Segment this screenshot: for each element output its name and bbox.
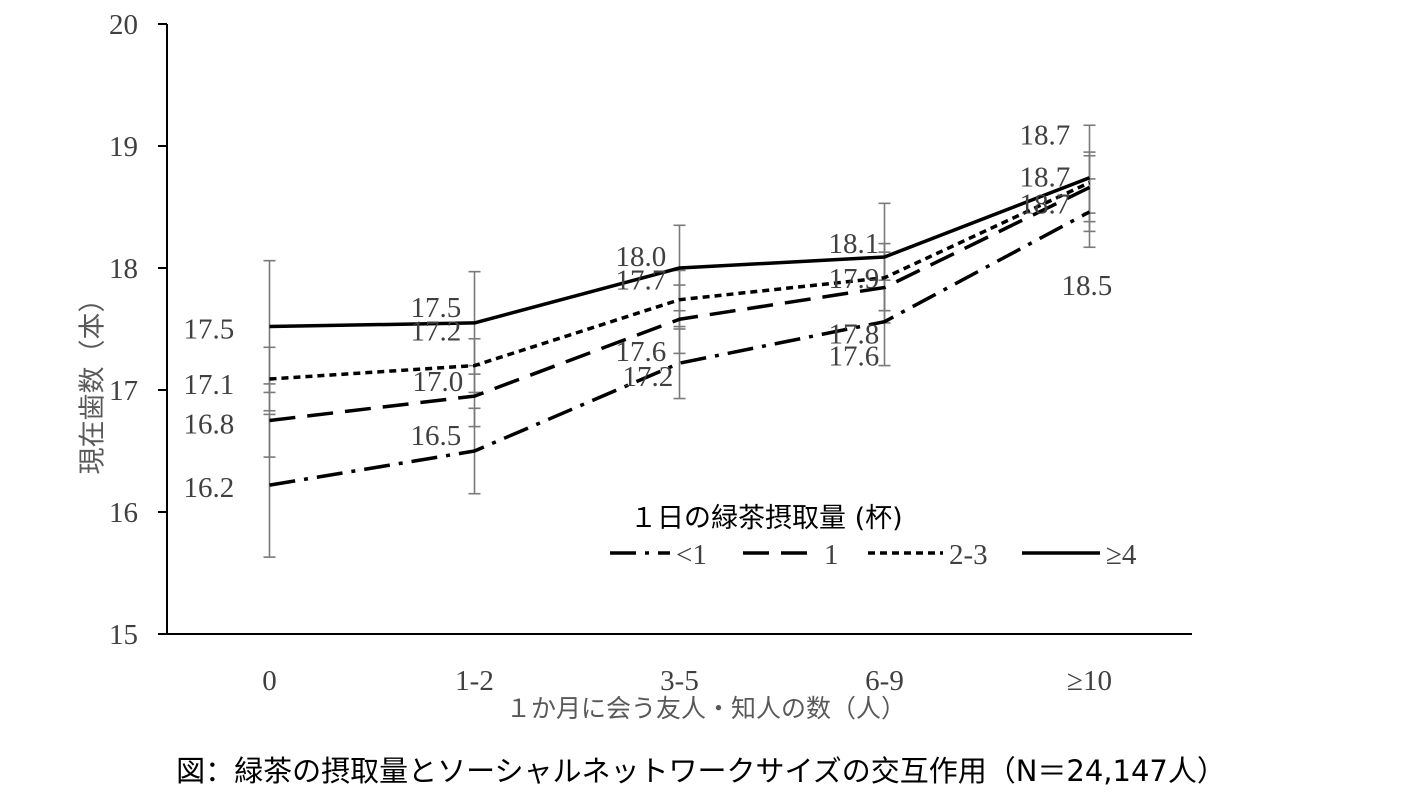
data-label: 17.2	[623, 361, 674, 393]
data-label: 16.8	[184, 409, 235, 441]
legend-entry-label: 1	[824, 539, 839, 571]
data-label: 17.1	[184, 369, 235, 401]
data-label: 17.2	[411, 316, 462, 348]
data-label: 17.8	[829, 319, 880, 351]
data-label: 16.2	[184, 472, 235, 504]
data-label: 18.7	[1020, 120, 1071, 152]
series-line	[269, 185, 1091, 423]
data-label: 18.7	[1020, 162, 1071, 194]
legend: １日の緑茶摂取量 (杯) <1 1 2-3 ≥4	[610, 503, 1137, 571]
data-label: 17.6	[829, 341, 880, 373]
series-line	[269, 176, 1091, 329]
x-axis-label: １か月に会う友人・知人の数（人）	[506, 694, 906, 723]
y-tick-label: 15	[109, 619, 138, 651]
x-tick-label: 1-2	[455, 665, 494, 697]
series-lines	[269, 176, 1091, 487]
x-tick-label: 0	[262, 665, 277, 697]
legend-entry-label: <1	[676, 539, 707, 571]
data-label: 18.0	[616, 241, 667, 273]
data-label: 17.9	[829, 263, 880, 295]
legend-entry-label: ≥4	[1106, 539, 1137, 571]
y-tick-label: 19	[109, 131, 138, 163]
data-label: 17.6	[616, 336, 667, 368]
y-axis-label: 現在歯数（本）	[78, 286, 109, 475]
error-bars	[263, 124, 1096, 558]
x-tick-label: ≥10	[1067, 665, 1112, 697]
data-label: 18.1	[829, 228, 880, 260]
data-label: 18.7	[1020, 188, 1071, 220]
data-label: 17.5	[184, 314, 235, 346]
data-label: 16.5	[411, 420, 462, 452]
legend-entry-label: 2-3	[949, 539, 988, 571]
axes: 15 16 17 18 19 20 0 1-2 3-5 6-9 ≥10	[109, 9, 1192, 697]
data-label: 17.7	[616, 265, 667, 297]
data-label: 17.0	[413, 366, 464, 398]
y-tick-label: 20	[109, 9, 138, 41]
y-tick-label: 17	[109, 375, 138, 407]
data-label: 17.5	[411, 292, 462, 324]
series-line	[269, 181, 1091, 381]
data-label: 18.5	[1062, 270, 1113, 302]
x-tick-label: 3-5	[660, 665, 699, 697]
data-labels: 16.216.517.217.618.516.817.017.617.818.7…	[184, 120, 1113, 504]
y-tick-label: 16	[109, 497, 138, 529]
figure-caption: 図：緑茶の摂取量とソーシャルネットワークサイズの交互作用（N＝24,147人）	[176, 754, 1226, 788]
legend-title: １日の緑茶摂取量 (杯)	[630, 503, 903, 534]
x-tick-label: 6-9	[865, 665, 904, 697]
y-tick-label: 18	[109, 253, 138, 285]
